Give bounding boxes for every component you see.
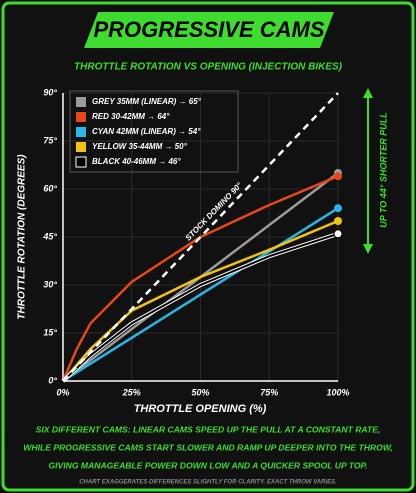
legend-swatch [76, 127, 86, 137]
line [61, 175, 339, 382]
arrow-head [363, 88, 373, 98]
y-tick-label: 90° [43, 87, 57, 97]
legend-swatch [76, 97, 86, 107]
x-axis-label: THROTTLE OPENING (%) [134, 403, 267, 415]
end-marker [334, 204, 342, 213]
y-tick-label: 60° [43, 183, 57, 193]
x-tick-label: 0% [56, 387, 69, 397]
legend-label: CYAN 42MM (LINEAR) → 54° [92, 127, 201, 136]
caption: WHILE PROGRESSIVE CAMS START SLOWER AND … [23, 442, 392, 452]
arrow-head [363, 244, 373, 254]
x-tick-label: 100% [326, 387, 349, 397]
end-marker [333, 229, 343, 239]
caption: GIVING MANAGEABLE POWER DOWN LOW AND A Q… [48, 460, 367, 470]
legend-label: RED 30-42MM → 64° [92, 112, 170, 121]
legend-swatch [75, 156, 87, 168]
chart-title: PROGRESSIVE CAMS [93, 17, 324, 42]
legend-box [69, 90, 239, 173]
y-tick-label: 15° [43, 327, 57, 337]
x-tick-label: 25% [122, 387, 141, 397]
x-tick-label: 75% [260, 387, 278, 397]
legend-label: BLACK 40-46MM → 46° [92, 157, 181, 166]
y-tick-label: 75° [43, 135, 57, 145]
legend-label: YELLOW 35-44MM → 50° [92, 142, 188, 151]
end-marker [334, 217, 342, 225]
legend-label: GREY 35MM (LINEAR) → 65° [92, 97, 202, 106]
title-banner [84, 12, 334, 48]
annotation: UP TO 44° SHORTER PULL [378, 112, 388, 227]
footnote: CHART EXAGGERATES DIFFERENCES SLIGHTLY F… [79, 480, 337, 486]
x-tick-label: 50% [191, 387, 209, 397]
y-tick-label: 30° [43, 279, 57, 289]
y-tick-label: 0° [48, 375, 57, 385]
caption: SIX DIFFERENT CAMS: LINEAR CAMS SPEED UP… [36, 424, 381, 434]
legend-swatch [76, 112, 86, 122]
legend-swatch [76, 142, 86, 152]
y-tick-label: 45° [42, 231, 57, 241]
subtitle: THROTTLE ROTATION VS OPENING (INJECTION … [74, 62, 343, 73]
end-marker [334, 172, 342, 181]
reference-line [62, 92, 339, 382]
line [62, 207, 339, 383]
y-axis-label: THROTTLE ROTATION (DEGREES) [17, 154, 28, 320]
